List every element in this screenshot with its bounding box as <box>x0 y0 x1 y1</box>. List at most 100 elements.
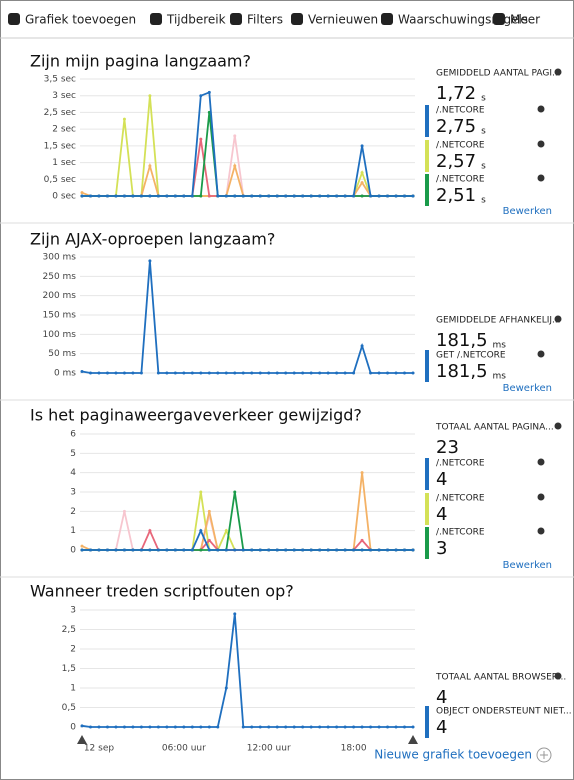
data-point <box>369 194 373 198</box>
data-point <box>105 371 109 375</box>
data-point <box>114 194 118 198</box>
item-unit: s <box>481 162 486 172</box>
info-icon[interactable] <box>537 527 545 535</box>
data-point <box>369 548 373 552</box>
y-tick-label: 3 sec <box>52 91 76 101</box>
data-point <box>148 259 152 263</box>
data-point <box>386 725 390 729</box>
data-point <box>258 548 262 552</box>
item-label: /.NETCORE <box>436 494 485 504</box>
data-point <box>216 371 220 375</box>
info-icon[interactable] <box>537 105 545 113</box>
info-icon[interactable] <box>537 174 545 182</box>
toolbar-icon[interactable] <box>8 13 20 25</box>
data-point <box>377 548 381 552</box>
time-handle[interactable] <box>0 735 87 744</box>
series-swatch <box>425 174 429 206</box>
toolbar-item[interactable]: Grafiek toevoegen <box>25 13 136 27</box>
x-tick-label: 18:00 <box>341 744 367 754</box>
item-label: /.NETCORE <box>436 528 485 538</box>
data-point <box>80 724 84 728</box>
data-point <box>88 194 92 198</box>
toolbar-icon[interactable] <box>493 13 505 25</box>
data-point <box>182 725 186 729</box>
data-point <box>326 725 330 729</box>
panel-heading: GEMIDDELD AANTAL PAGI... <box>436 69 561 79</box>
data-point <box>122 725 126 729</box>
data-point <box>394 194 398 198</box>
info-icon[interactable] <box>554 672 562 680</box>
panel-value: 1,72 <box>436 83 476 104</box>
y-tick-label: 2,5 <box>62 625 76 635</box>
series-line <box>82 91 413 197</box>
chart-title: Zijn mijn pagina langzaam? <box>30 52 251 71</box>
info-icon[interactable] <box>554 315 562 323</box>
toolbar-icon[interactable] <box>230 13 242 25</box>
y-tick-label: 1 sec <box>52 158 76 168</box>
data-point <box>148 94 152 98</box>
data-point <box>258 371 262 375</box>
panel-heading: TOTAAL AANTAL BROWSER... <box>435 673 566 683</box>
data-point <box>275 371 279 375</box>
data-point <box>411 371 415 375</box>
y-tick-label: 1 <box>70 684 76 694</box>
item-value: 181,5 <box>436 361 488 382</box>
data-point <box>207 371 211 375</box>
data-point <box>241 548 245 552</box>
data-point <box>207 90 211 94</box>
series-swatch <box>425 527 429 559</box>
data-point <box>386 371 390 375</box>
edit-link[interactable]: Bewerken <box>503 560 552 571</box>
data-point <box>199 548 203 552</box>
add-icon[interactable] <box>536 747 552 763</box>
data-point <box>360 171 364 175</box>
data-point <box>258 194 262 198</box>
toolbar-icon[interactable] <box>291 13 303 25</box>
toolbar-item[interactable]: Meer <box>510 13 540 27</box>
toolbar-item[interactable]: Waarschuwingsregels <box>398 13 528 27</box>
data-point <box>105 725 109 729</box>
data-point <box>284 725 288 729</box>
data-point <box>233 490 237 494</box>
edit-link[interactable]: Bewerken <box>503 383 552 394</box>
data-point <box>301 194 305 198</box>
add-chart-link[interactable]: Nieuwe grafiek toevoegen <box>374 748 532 762</box>
data-point <box>318 548 322 552</box>
y-tick-label: 0,5 sec <box>44 175 76 185</box>
data-point <box>190 194 194 198</box>
data-point <box>360 725 364 729</box>
item-value: 4 <box>436 504 447 525</box>
data-point <box>301 548 305 552</box>
data-point <box>301 371 305 375</box>
info-icon[interactable] <box>554 422 562 430</box>
info-icon[interactable] <box>537 350 545 358</box>
data-point <box>207 548 211 552</box>
data-point <box>403 725 407 729</box>
toolbar-item[interactable]: Filters <box>247 13 283 27</box>
data-point <box>301 725 305 729</box>
data-point <box>343 548 347 552</box>
toolbar-icon[interactable] <box>381 13 393 25</box>
info-icon[interactable] <box>537 493 545 501</box>
data-point <box>360 548 364 552</box>
data-point <box>122 509 126 513</box>
data-point <box>233 371 237 375</box>
data-point <box>80 194 84 198</box>
info-icon[interactable] <box>554 68 562 76</box>
toolbar-item[interactable]: Tijdbereik <box>166 13 226 27</box>
toolbar-item[interactable]: Vernieuwen <box>308 13 378 27</box>
info-icon[interactable] <box>537 458 545 466</box>
data-point <box>97 194 101 198</box>
panel-heading: GEMIDDELDE AFHANKELIJ... <box>436 316 561 326</box>
data-point <box>241 725 245 729</box>
edit-link[interactable]: Bewerken <box>503 206 552 217</box>
data-point <box>284 371 288 375</box>
data-point <box>156 371 160 375</box>
time-handle[interactable] <box>408 735 418 744</box>
data-point <box>122 548 126 552</box>
info-icon[interactable] <box>537 140 545 148</box>
toolbar-icon[interactable] <box>150 13 162 25</box>
data-point <box>369 371 373 375</box>
data-point <box>318 194 322 198</box>
